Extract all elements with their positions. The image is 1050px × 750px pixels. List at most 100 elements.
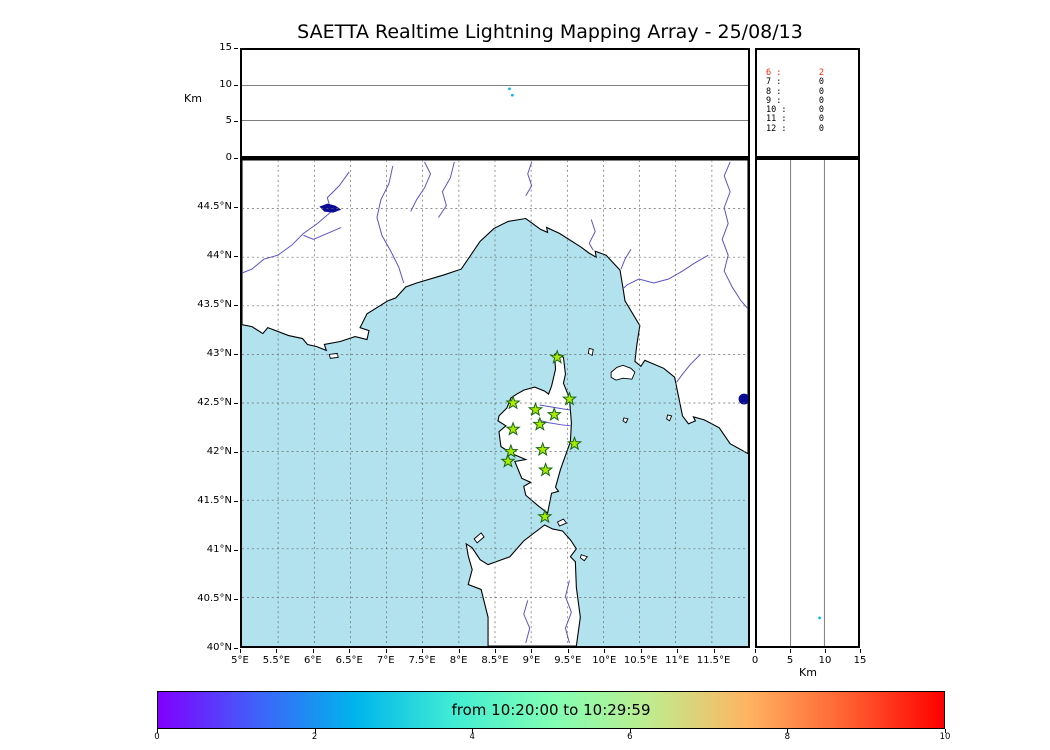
tick-mark [314, 729, 316, 733]
km-tick-label: 10 [818, 655, 832, 666]
latitude-tick-label: 43.5°N [197, 299, 232, 310]
river [588, 219, 596, 251]
colorbar-tick-label: 0 [154, 732, 160, 742]
vhf-source-point [508, 87, 511, 91]
tick-mark [234, 550, 238, 551]
lma-station-marker [503, 443, 519, 459]
tick-mark [234, 599, 238, 600]
source-count: 0 [818, 105, 824, 116]
tick-mark [234, 121, 238, 123]
colorbar-tick-label: 10 [939, 732, 951, 742]
latitude-tick-label: 40°N [206, 642, 232, 653]
river [303, 226, 342, 240]
station-number: 10 : [766, 105, 787, 116]
lma-station-marker [527, 401, 544, 417]
km-tick-label: 0 [751, 655, 759, 666]
tick-mark [790, 649, 791, 653]
longitude-tick-label: 11.5°E [696, 655, 731, 666]
latitude-tick-label: 41°N [206, 544, 232, 555]
lma-station-marker [505, 395, 521, 410]
river [376, 165, 405, 284]
station-count-row: 11 : 0 [766, 115, 824, 125]
tick-mark [234, 648, 238, 649]
lma-station-marker [535, 441, 551, 457]
figure-title: SAETTA Realtime Lightning Mapping Array … [297, 21, 803, 43]
island [610, 364, 636, 381]
time-colorbar: from 10:20:00 to 10:29:59 [157, 691, 945, 729]
longitude-tick-label: 10.5°E [623, 655, 658, 666]
lma-station-marker [537, 508, 553, 524]
tick-mark [629, 729, 631, 733]
map-plot [242, 160, 748, 646]
source-count: 0 [818, 86, 824, 97]
latitude-tick-label: 42.5°N [197, 397, 232, 408]
tick-mark [312, 649, 314, 653]
source-count: 0 [818, 77, 824, 88]
river [676, 354, 701, 383]
longitude-tick-label: 10°E [592, 655, 617, 666]
tick-mark [234, 452, 238, 453]
latitude-tick-label: 43°N [206, 348, 232, 359]
tick-mark [234, 84, 238, 86]
vhf-source-point [818, 616, 821, 620]
longitude-tick-label: 8.5°E [481, 655, 509, 666]
river [620, 249, 632, 270]
corsica-coastline [497, 352, 572, 515]
tick-mark [422, 649, 424, 653]
longitude-tick-label: 7.5°E [408, 655, 436, 666]
tick-mark [240, 649, 241, 653]
tick-mark [234, 501, 238, 502]
map-panel [240, 158, 750, 648]
tick-mark [604, 649, 606, 653]
tick-mark [640, 649, 642, 653]
longitude-tick-label: 6°E [304, 655, 322, 666]
island [579, 554, 588, 562]
altitude-tick-label: 5 [225, 115, 232, 127]
latitude-tick-label: 44°N [206, 250, 232, 261]
altitude-latitude-panel [755, 158, 860, 648]
top-panel-altitude-axis-label: Km [184, 92, 202, 105]
river [623, 254, 709, 289]
tick-mark [234, 305, 238, 306]
tick-mark [234, 48, 238, 49]
tick-mark [234, 158, 238, 159]
tick-mark [495, 649, 496, 653]
station-count-row: 8 : 0 [766, 86, 824, 97]
latitude-tick-label: 44.5°N [197, 201, 232, 212]
colorbar-time-range-label: from 10:20:00 to 10:29:59 [451, 701, 651, 719]
latitude-tick-label: 40.5°N [197, 593, 232, 604]
river [410, 161, 432, 212]
river [564, 580, 572, 644]
altitude-longitude-plot [242, 84, 748, 122]
lma-station-marker [537, 462, 554, 477]
station-number: 7 : [766, 77, 782, 88]
tick-mark [825, 649, 826, 653]
lma-station-marker [505, 421, 521, 436]
island [666, 414, 673, 422]
station-number: 9 : [766, 95, 782, 106]
altitude-longitude-panel [240, 48, 750, 158]
longitude-tick-label: 11°E [665, 655, 690, 666]
river [721, 161, 748, 310]
lma-station-marker [566, 435, 583, 451]
altitude-latitude-plot [790, 160, 825, 646]
tick-mark [349, 649, 351, 653]
tick-mark [945, 729, 946, 733]
source-count: 2 [818, 68, 824, 78]
altitude-tick-label: 15 [219, 42, 232, 53]
lma-station-marker [561, 391, 578, 406]
station-count-row: 12 : 0 [766, 124, 824, 134]
station-number: 8 : [766, 86, 782, 97]
river [438, 161, 455, 218]
tick-mark [472, 729, 474, 733]
tick-mark [713, 649, 715, 653]
colorbar-tick-label: 6 [627, 732, 633, 742]
source-count: 0 [818, 95, 824, 106]
tick-mark [157, 729, 158, 733]
longitude-tick-label: 6.5°E [335, 655, 363, 666]
lma-station-marker [549, 349, 565, 364]
mainland-coastline [242, 160, 748, 455]
station-number: 6 : [766, 68, 782, 78]
river [537, 419, 571, 427]
